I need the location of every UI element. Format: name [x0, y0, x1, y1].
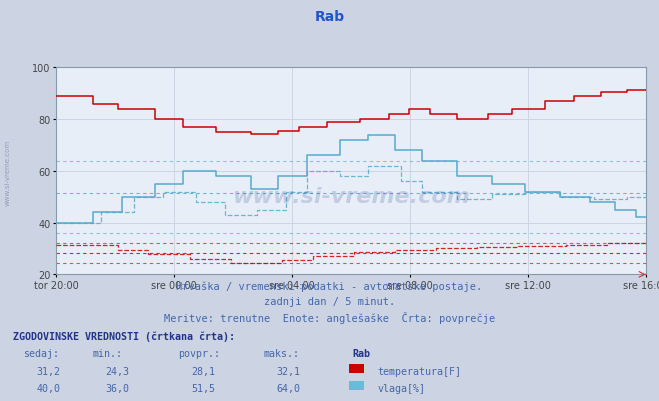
Text: sedaj:: sedaj: — [23, 348, 59, 358]
Text: www.si-vreme.com: www.si-vreme.com — [232, 186, 470, 206]
Text: zadnji dan / 5 minut.: zadnji dan / 5 minut. — [264, 296, 395, 306]
Text: povpr.:: povpr.: — [178, 348, 220, 358]
Text: 51,5: 51,5 — [191, 383, 215, 393]
Text: 64,0: 64,0 — [277, 383, 301, 393]
Text: maks.:: maks.: — [264, 348, 300, 358]
Text: Hrvaška / vremenski podatki - avtomatske postaje.: Hrvaška / vremenski podatki - avtomatske… — [177, 281, 482, 291]
Text: 31,2: 31,2 — [36, 366, 60, 376]
Text: 36,0: 36,0 — [105, 383, 129, 393]
Text: min.:: min.: — [92, 348, 123, 358]
Text: 32,1: 32,1 — [277, 366, 301, 376]
Text: vlaga[%]: vlaga[%] — [378, 383, 426, 393]
Text: 24,3: 24,3 — [105, 366, 129, 376]
Text: temperatura[F]: temperatura[F] — [378, 366, 461, 376]
Text: www.si-vreme.com: www.si-vreme.com — [5, 140, 11, 205]
Text: Rab: Rab — [314, 10, 345, 24]
Text: Rab: Rab — [353, 348, 370, 358]
Text: 40,0: 40,0 — [36, 383, 60, 393]
Text: 28,1: 28,1 — [191, 366, 215, 376]
Text: ZGODOVINSKE VREDNOSTI (črtkana črta):: ZGODOVINSKE VREDNOSTI (črtkana črta): — [13, 331, 235, 341]
Text: Meritve: trenutne  Enote: anglešaške  Črta: povprečje: Meritve: trenutne Enote: anglešaške Črta… — [164, 311, 495, 323]
